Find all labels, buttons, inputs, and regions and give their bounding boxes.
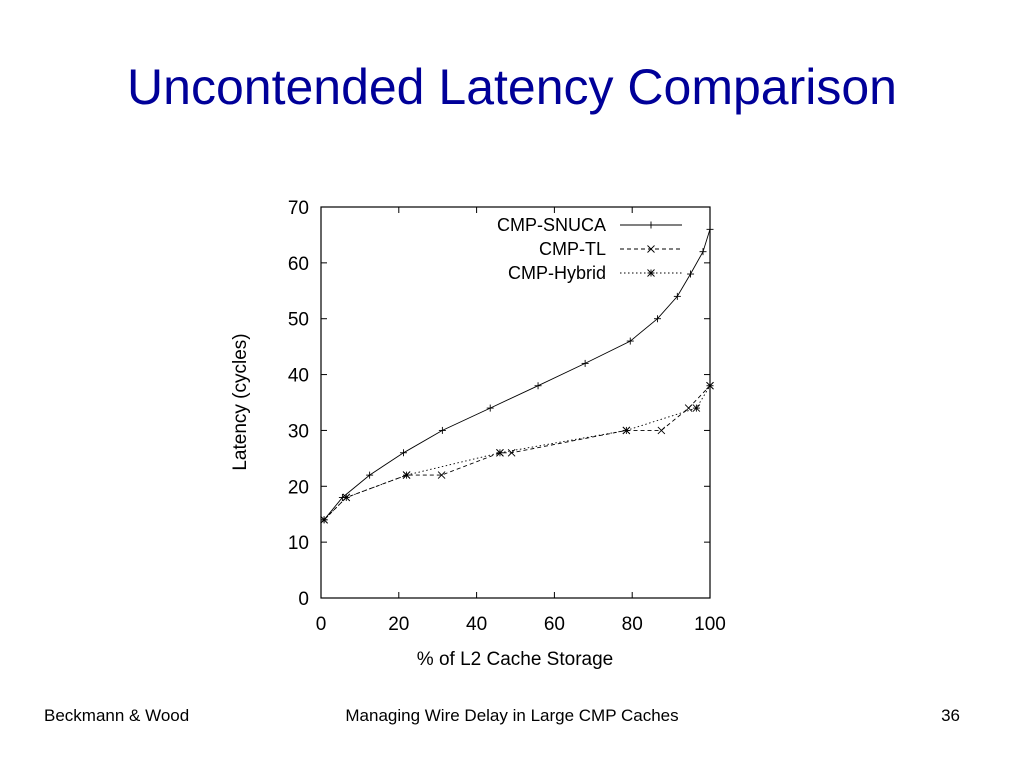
y-tick-label: 10: [288, 533, 309, 554]
data-point-cmp-snuca: [653, 315, 661, 323]
axis-layer: 0 10 20 30 40 50 60 70 0 20 40 60 80 100: [288, 198, 726, 635]
plot-frame: [320, 206, 711, 599]
y-tick-label: 40: [288, 366, 309, 387]
y-tick-label: 0: [298, 589, 309, 610]
data-point-cmp-tl: [437, 471, 446, 479]
series-line-cmp-tl: [323, 385, 711, 521]
legend-label-cmp-tl: CMP-TL: [539, 239, 606, 259]
data-point-cmp-snuca: [706, 225, 714, 233]
data-point-cmp-snuca: [699, 248, 707, 256]
data-point-cmp-tl: [684, 404, 693, 412]
x-axis-title: % of L2 Cache Storage: [417, 649, 613, 670]
data-point-cmp-snuca: [626, 337, 634, 345]
data-point-cmp-tl: [507, 448, 516, 457]
data-point-cmp-snuca: [581, 359, 589, 367]
footer-author: Beckmann & Wood: [44, 706, 190, 725]
data-point-cmp-snuca: [399, 449, 407, 457]
y-tick-label: 70: [288, 198, 309, 219]
y-tick-label: 20: [288, 477, 309, 498]
data-point-cmp-snuca: [366, 471, 374, 479]
slide-title: Uncontended Latency Comparison: [127, 59, 897, 115]
data-point-cmp-hybrid: [496, 448, 504, 457]
legend: CMP-SNUCA CMP-TL CMP-Hybrid: [497, 215, 682, 283]
x-tick-label: 80: [622, 614, 643, 635]
legend-marker-cmp-snuca: [647, 221, 655, 229]
data-point-cmp-hybrid: [320, 515, 328, 524]
legend-label-cmp-snuca: CMP-SNUCA: [497, 215, 606, 235]
y-tick-label: 60: [288, 254, 309, 275]
data-point-cmp-snuca: [673, 292, 681, 300]
data-point-cmp-hybrid: [706, 381, 714, 390]
x-tick-label: 100: [694, 614, 726, 635]
data-point-cmp-snuca: [438, 426, 446, 434]
x-tick-label: 60: [544, 614, 565, 635]
data-point-cmp-hybrid: [692, 404, 701, 412]
data-point-cmp-snuca: [486, 404, 494, 412]
legend-marker-cmp-tl: [647, 245, 655, 253]
series-layer: [320, 225, 714, 524]
data-point-cmp-hybrid: [622, 426, 631, 435]
x-tick-label: 20: [388, 614, 409, 635]
series-line-cmp-snuca: [323, 229, 711, 521]
data-point-cmp-hybrid: [402, 471, 411, 479]
legend-marker-cmp-hybrid: [647, 269, 655, 277]
series-line-cmp-hybrid: [323, 385, 711, 521]
data-point-cmp-snuca: [534, 382, 542, 390]
y-tick-label: 30: [288, 421, 309, 442]
x-tick-label: 40: [466, 614, 487, 635]
data-point-cmp-snuca: [687, 270, 695, 278]
y-tick-label: 50: [288, 310, 309, 331]
x-tick-label: 0: [316, 614, 327, 635]
data-point-cmp-tl: [657, 426, 666, 435]
data-point-cmp-hybrid: [342, 493, 351, 502]
legend-label-cmp-hybrid: CMP-Hybrid: [508, 263, 606, 283]
y-axis-title: Latency (cycles): [230, 333, 251, 470]
footer-page-number: 36: [941, 706, 960, 725]
footer-talk-title: Managing Wire Delay in Large CMP Caches: [345, 706, 679, 725]
